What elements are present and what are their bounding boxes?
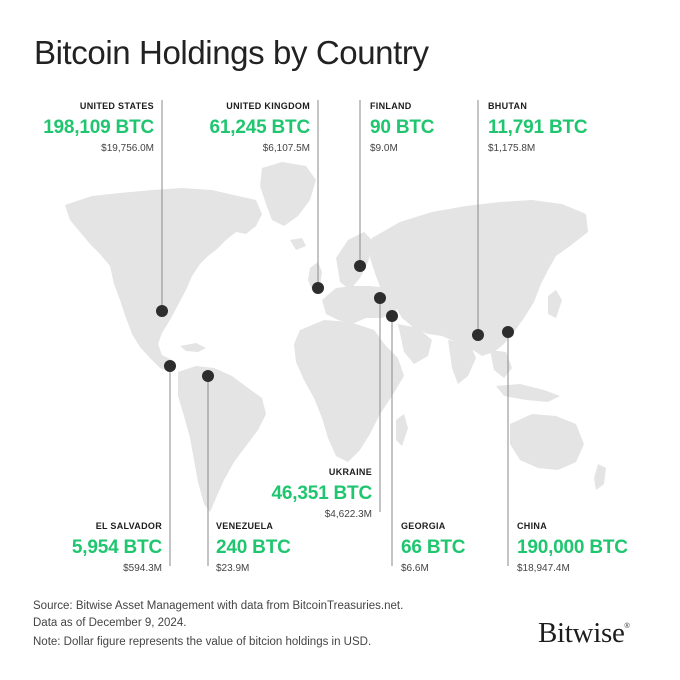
landmass-australia [510, 414, 584, 470]
btc-amount: 61,245 BTC [209, 117, 311, 138]
country-name: UKRAINE [328, 467, 372, 477]
btc-amount: 198,109 BTC [43, 117, 154, 138]
pin-el-salvador [164, 360, 176, 372]
country-name: FINLAND [370, 101, 412, 111]
landmass-southeast-asia [490, 350, 512, 378]
pin-united-states [156, 305, 168, 317]
country-name: BHUTAN [488, 101, 528, 111]
label-united-kingdom: UNITED KINGDOM 61,245 BTC $6,107.5M [209, 100, 311, 156]
country-name: UNITED KINGDOM [226, 101, 310, 111]
btc-amount: 190,000 BTC [517, 537, 628, 558]
usd-value: $18,947.4M [517, 563, 570, 574]
registered-mark: ® [624, 623, 630, 630]
label-united-states: UNITED STATES 198,109 BTC $19,756.0M [43, 100, 154, 156]
btc-amount: 66 BTC [401, 537, 466, 558]
source-note: Source: Bitwise Asset Management with da… [33, 600, 404, 612]
usd-note: Note: Dollar figure represents the value… [33, 636, 372, 648]
pin-china [502, 326, 514, 338]
logo-text: Bitwise [538, 617, 625, 649]
usd-value: $4,622.3M [324, 509, 372, 520]
landmass-scandinavia [336, 232, 374, 290]
usd-value: $23.9M [216, 563, 250, 574]
usd-value: $594.3M [123, 563, 162, 574]
landmass-indonesia [496, 384, 560, 402]
landmass-south-america [178, 366, 266, 512]
btc-amount: 11,791 BTC [488, 117, 588, 138]
page-title: Bitcoin Holdings by Country [34, 34, 429, 71]
country-name: VENEZUELA [216, 521, 274, 531]
usd-value: $19,756.0M [101, 143, 154, 154]
land-masses [65, 162, 606, 512]
btc-amount: 46,351 BTC [271, 483, 373, 504]
pin-bhutan [472, 329, 484, 341]
bitwise-logo: Bitwise® [538, 617, 630, 650]
usd-value: $9.0M [370, 143, 398, 154]
landmass-japan [548, 290, 562, 318]
usd-value: $6,107.5M [262, 143, 310, 154]
label-georgia: GEORGIA 66 BTC $6.6M [401, 520, 465, 576]
date-note: Data as of December 9, 2024. [33, 617, 187, 629]
pin-finland [354, 260, 366, 272]
label-venezuela: VENEZUELA 240 BTC $23.9M [216, 520, 291, 576]
landmass-asia [370, 200, 588, 356]
btc-amount: 5,954 BTC [71, 537, 162, 558]
label-el-salvador: EL SALVADOR 5,954 BTC $594.3M [72, 520, 162, 576]
landmass-caribbean [180, 343, 206, 352]
landmass-iceland [290, 238, 306, 250]
country-name: EL SALVADOR [95, 521, 162, 531]
label-china: CHINA 190,000 BTC $18,947.4M [517, 520, 628, 576]
pin-venezuela [202, 370, 214, 382]
usd-value: $6.6M [401, 563, 429, 574]
landmass-new-zealand [594, 464, 606, 490]
country-pins [156, 260, 514, 382]
country-name: GEORGIA [401, 521, 446, 531]
pin-ukraine [374, 292, 386, 304]
landmass-madagascar [396, 414, 408, 446]
leader-lines [161, 100, 509, 566]
usd-value: $1,175.8M [488, 143, 536, 154]
label-finland: FINLAND 90 BTC $9.0M [370, 100, 434, 156]
landmass-north-america [65, 188, 262, 372]
btc-amount: 240 BTC [216, 537, 291, 558]
btc-amount: 90 BTC [370, 117, 435, 138]
landmass-india [448, 340, 476, 384]
country-name: UNITED STATES [79, 101, 154, 111]
pin-united-kingdom [312, 282, 324, 294]
landmass-greenland [260, 162, 316, 226]
country-name: CHINA [517, 521, 547, 531]
landmass-arabia [398, 324, 432, 364]
landmass-africa [294, 320, 404, 462]
label-bhutan: BHUTAN 11,791 BTC $1,175.8M [488, 100, 588, 156]
pin-georgia [386, 310, 398, 322]
label-ukraine: UKRAINE 46,351 BTC $4,622.3M [271, 466, 373, 522]
